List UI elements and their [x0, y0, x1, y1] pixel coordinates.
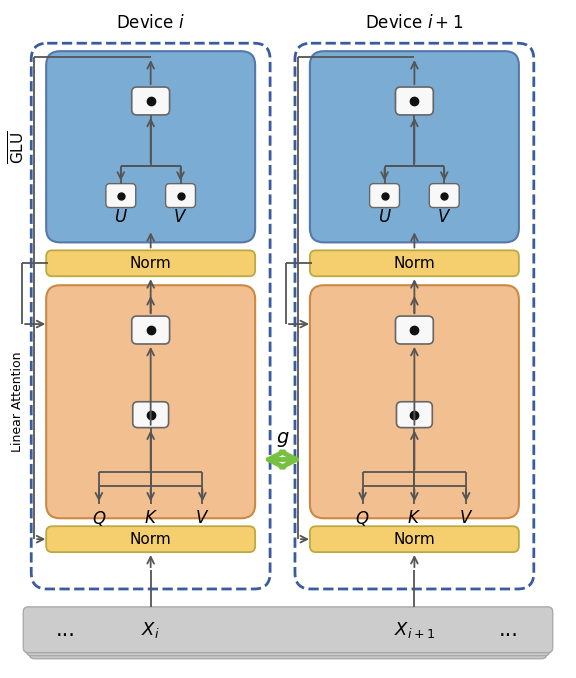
FancyBboxPatch shape — [29, 613, 547, 659]
Text: $V$: $V$ — [459, 509, 473, 527]
Text: Device $i$: Device $i$ — [116, 14, 185, 33]
FancyBboxPatch shape — [310, 51, 519, 243]
FancyBboxPatch shape — [310, 250, 519, 276]
FancyBboxPatch shape — [396, 87, 433, 115]
Text: Norm: Norm — [393, 532, 435, 546]
Text: $K$: $K$ — [143, 509, 158, 527]
Text: $\overline{\mathrm{GLU}}$: $\overline{\mathrm{GLU}}$ — [7, 130, 28, 163]
Text: $Q$: $Q$ — [355, 508, 370, 527]
FancyBboxPatch shape — [132, 87, 169, 115]
FancyBboxPatch shape — [396, 402, 433, 428]
FancyBboxPatch shape — [46, 51, 255, 243]
Text: Norm: Norm — [130, 532, 172, 546]
FancyBboxPatch shape — [310, 285, 519, 518]
Text: $V$: $V$ — [173, 209, 188, 226]
Text: $U$: $U$ — [114, 209, 128, 226]
FancyBboxPatch shape — [132, 402, 169, 428]
FancyBboxPatch shape — [165, 184, 195, 207]
Text: ...: ... — [56, 620, 76, 640]
Text: $V$: $V$ — [195, 509, 210, 527]
FancyBboxPatch shape — [26, 610, 550, 656]
Text: $U$: $U$ — [378, 209, 392, 226]
Text: ...: ... — [499, 620, 519, 640]
FancyBboxPatch shape — [396, 316, 433, 344]
Text: Norm: Norm — [130, 256, 172, 271]
Text: $X_i$: $X_i$ — [141, 620, 160, 640]
FancyBboxPatch shape — [370, 184, 400, 207]
Text: $X_{i+1}$: $X_{i+1}$ — [394, 620, 435, 640]
FancyBboxPatch shape — [46, 526, 255, 552]
FancyBboxPatch shape — [23, 607, 553, 653]
Text: $g$: $g$ — [276, 430, 289, 449]
Text: $Q$: $Q$ — [92, 508, 106, 527]
Text: Linear Attention: Linear Attention — [11, 351, 24, 452]
Text: $K$: $K$ — [407, 509, 422, 527]
FancyBboxPatch shape — [132, 316, 169, 344]
FancyBboxPatch shape — [310, 526, 519, 552]
Text: $V$: $V$ — [437, 209, 452, 226]
FancyBboxPatch shape — [46, 285, 255, 518]
Text: Norm: Norm — [393, 256, 435, 271]
FancyBboxPatch shape — [429, 184, 459, 207]
FancyBboxPatch shape — [46, 250, 255, 276]
Text: Device $i+1$: Device $i+1$ — [365, 14, 464, 33]
FancyBboxPatch shape — [106, 184, 136, 207]
